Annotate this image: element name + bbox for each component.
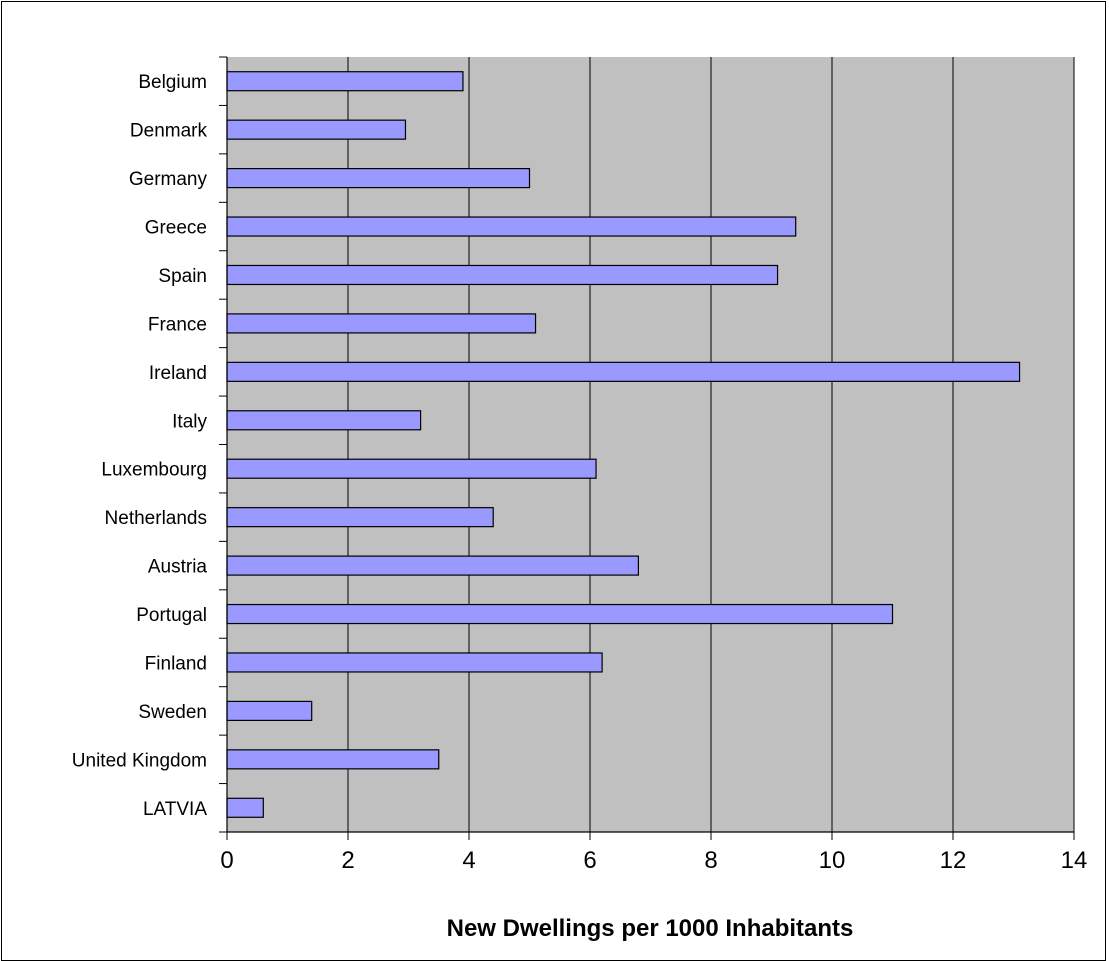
category-label: Netherlands [105,508,207,529]
x-tick-label: 10 [819,847,846,874]
bar-italy [226,410,422,431]
category-label: Luxembourg [101,460,207,481]
x-tick-label: 6 [583,847,596,874]
category-label: Ireland [149,363,207,384]
x-tick-label: 2 [341,847,354,874]
category-label: Austria [148,557,208,578]
bars [226,71,1021,818]
bar-finland [226,652,603,673]
x-tick-labels: 0 2 4 6 8 10 12 14 [220,847,1087,874]
bar-ireland [226,361,1021,382]
bar-austria [226,555,639,576]
bar-germany [226,167,531,189]
category-label: Belgium [138,72,207,93]
category-label: Portugal [136,605,207,626]
category-label: Spain [158,266,207,287]
bar-united-kingdom [226,749,440,770]
category-label: Greece [145,218,207,239]
bar-spain [226,264,779,286]
category-label: Denmark [130,121,208,142]
category-labels: Belgium Denmark Germany Greece Spain France Ir… [72,72,208,820]
x-tick-label: 14 [1061,847,1088,874]
bar-sweden [226,700,313,722]
bar-luxembourg [226,458,597,479]
bar-portugal [226,603,894,625]
category-label: France [148,314,207,335]
bar-greece [226,216,797,237]
axes [219,56,1075,840]
category-label: United Kingdom [72,750,207,771]
bar-netherlands [226,507,494,528]
x-axis-title: New Dwellings per 1000 Inhabitants [447,915,854,942]
bar-belgium [226,71,464,92]
bar-france [226,313,537,334]
bar-latvia [226,797,264,818]
category-label: Finland [145,653,207,674]
bar-denmark [226,119,407,140]
x-tick-label: 4 [462,847,475,874]
category-label: Sweden [138,702,207,723]
category-label: LATVIA [143,799,207,820]
x-tick-label: 0 [220,847,233,874]
category-label: Italy [172,411,207,432]
category-label: Germany [129,169,208,190]
x-tick-label: 12 [940,847,967,874]
x-tick-label: 8 [704,847,717,874]
